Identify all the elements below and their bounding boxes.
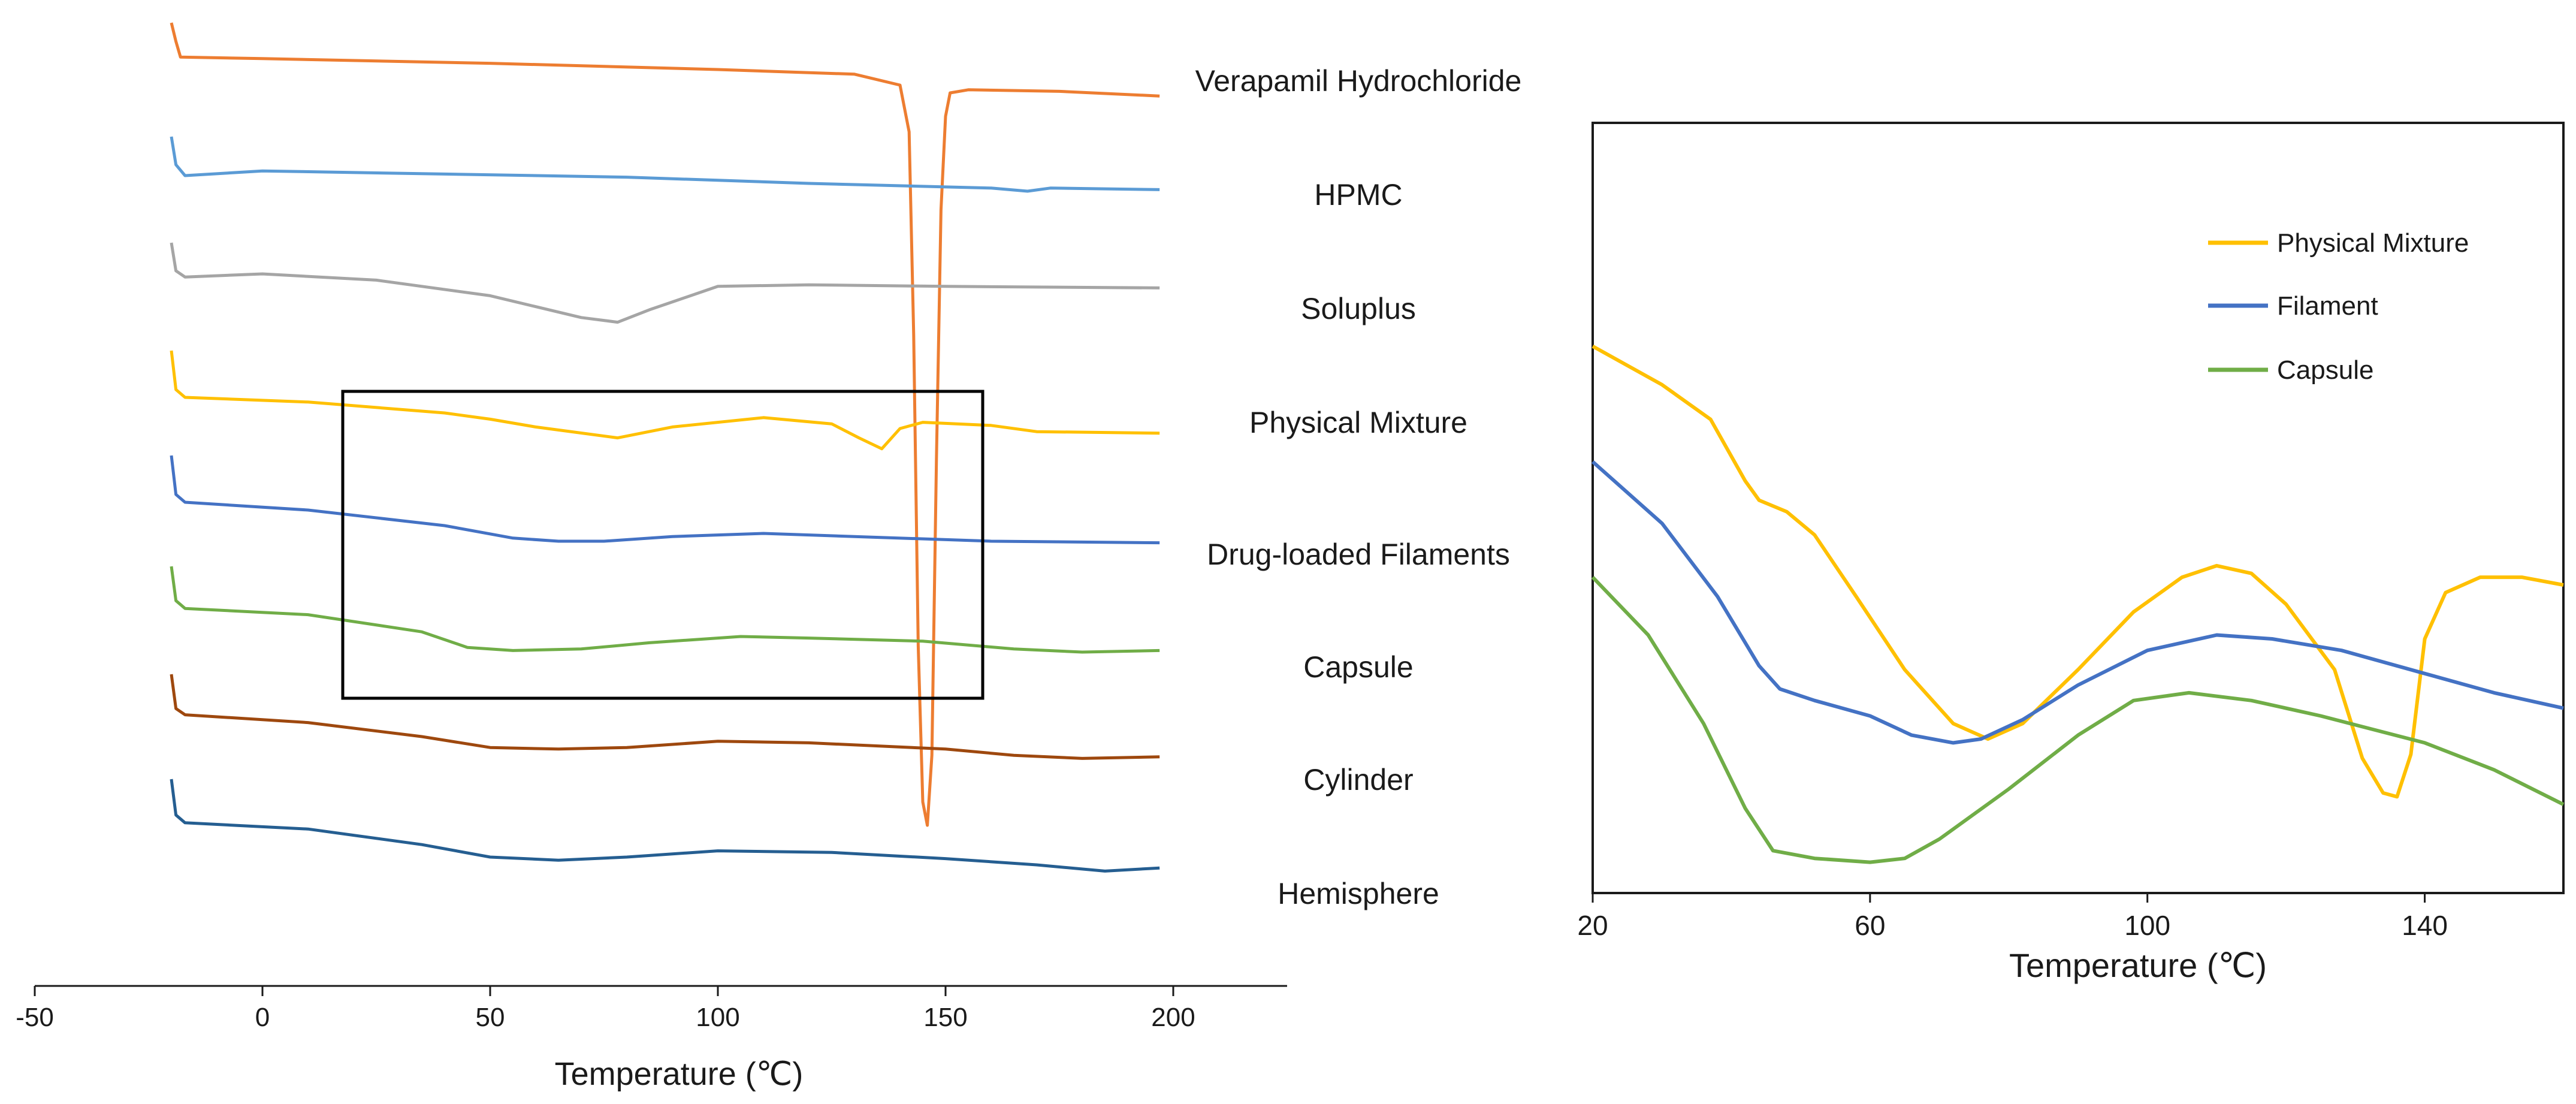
right-x-tick-label: 100 [2124, 910, 2170, 941]
left-x-tick-label: 150 [923, 1003, 967, 1032]
right-series-group [1591, 345, 2565, 864]
right-x-axis-title: Temperature (℃) [2009, 946, 2267, 984]
legend-label-filament: Filament [2277, 291, 2378, 321]
left-series-line-physical-mixture [170, 350, 1160, 451]
right-x-tick-label: 140 [2402, 910, 2448, 941]
right-series-line-filament [1591, 460, 2564, 745]
label-physical-mixture: Physical Mixture [1249, 406, 1467, 439]
left-x-axis-title: Temperature (℃) [555, 1056, 804, 1092]
legend-label-capsule: Capsule [2277, 355, 2373, 385]
label-soluplus: Soluplus [1301, 292, 1416, 325]
right-series-line-capsule [1591, 576, 2565, 864]
left-x-tick-label: 0 [255, 1003, 270, 1032]
label-capsule: Capsule [1303, 650, 1413, 684]
left-x-tick-label: -50 [16, 1003, 54, 1032]
left-series-line-drug-loaded-filaments [170, 455, 1160, 545]
label-drug-loaded-filaments: Drug-loaded Filaments [1207, 538, 1510, 571]
label-hemisphere: Hemisphere [1278, 877, 1439, 910]
left-series-line-verapamil-hydrochloride [170, 22, 1160, 827]
right-panel: 20 60 100 140 Temperature (℃) Physical Mixt… [1577, 122, 2565, 984]
right-series-line-physical-mixture [1591, 345, 2564, 799]
right-x-tick-label: 20 [1577, 910, 1608, 941]
right-x-ticks: 20 60 100 140 [1577, 893, 2448, 941]
series-labels: Verapamil Hydrochloride HPMC Soluplus Ph… [1195, 64, 1522, 910]
left-x-tick-label: 100 [696, 1003, 739, 1032]
left-panel: -50 0 50 100 150 200 Temperature (℃) Verapami… [16, 22, 1522, 1092]
left-x-tick-label: 200 [1151, 1003, 1195, 1032]
left-series-line-cylinder [170, 674, 1160, 760]
right-plot-frame [1591, 122, 2565, 894]
label-cylinder: Cylinder [1303, 763, 1413, 797]
left-series-group [170, 22, 1160, 873]
label-verapamil: Verapamil Hydrochloride [1195, 64, 1522, 98]
left-series-line-soluplus [170, 242, 1160, 324]
left-x-tick-label: 50 [476, 1003, 505, 1032]
legend: Physical Mixture Filament Capsule [2208, 228, 2469, 385]
left-x-ticks: -50 0 50 100 150 200 [16, 986, 1195, 1032]
right-x-tick-label: 60 [1855, 910, 1885, 941]
legend-label-physical-mixture: Physical Mixture [2277, 228, 2469, 258]
zoom-region-box [341, 390, 985, 700]
left-series-line-capsule [170, 566, 1160, 654]
left-series-line-hemisphere [170, 779, 1160, 873]
label-hpmc: HPMC [1314, 178, 1402, 212]
left-series-line-hpmc [170, 136, 1160, 193]
